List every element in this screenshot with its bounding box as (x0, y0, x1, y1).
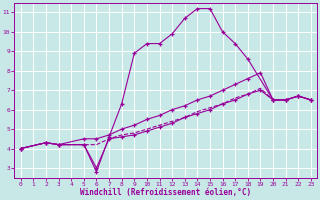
X-axis label: Windchill (Refroidissement éolien,°C): Windchill (Refroidissement éolien,°C) (80, 188, 252, 197)
